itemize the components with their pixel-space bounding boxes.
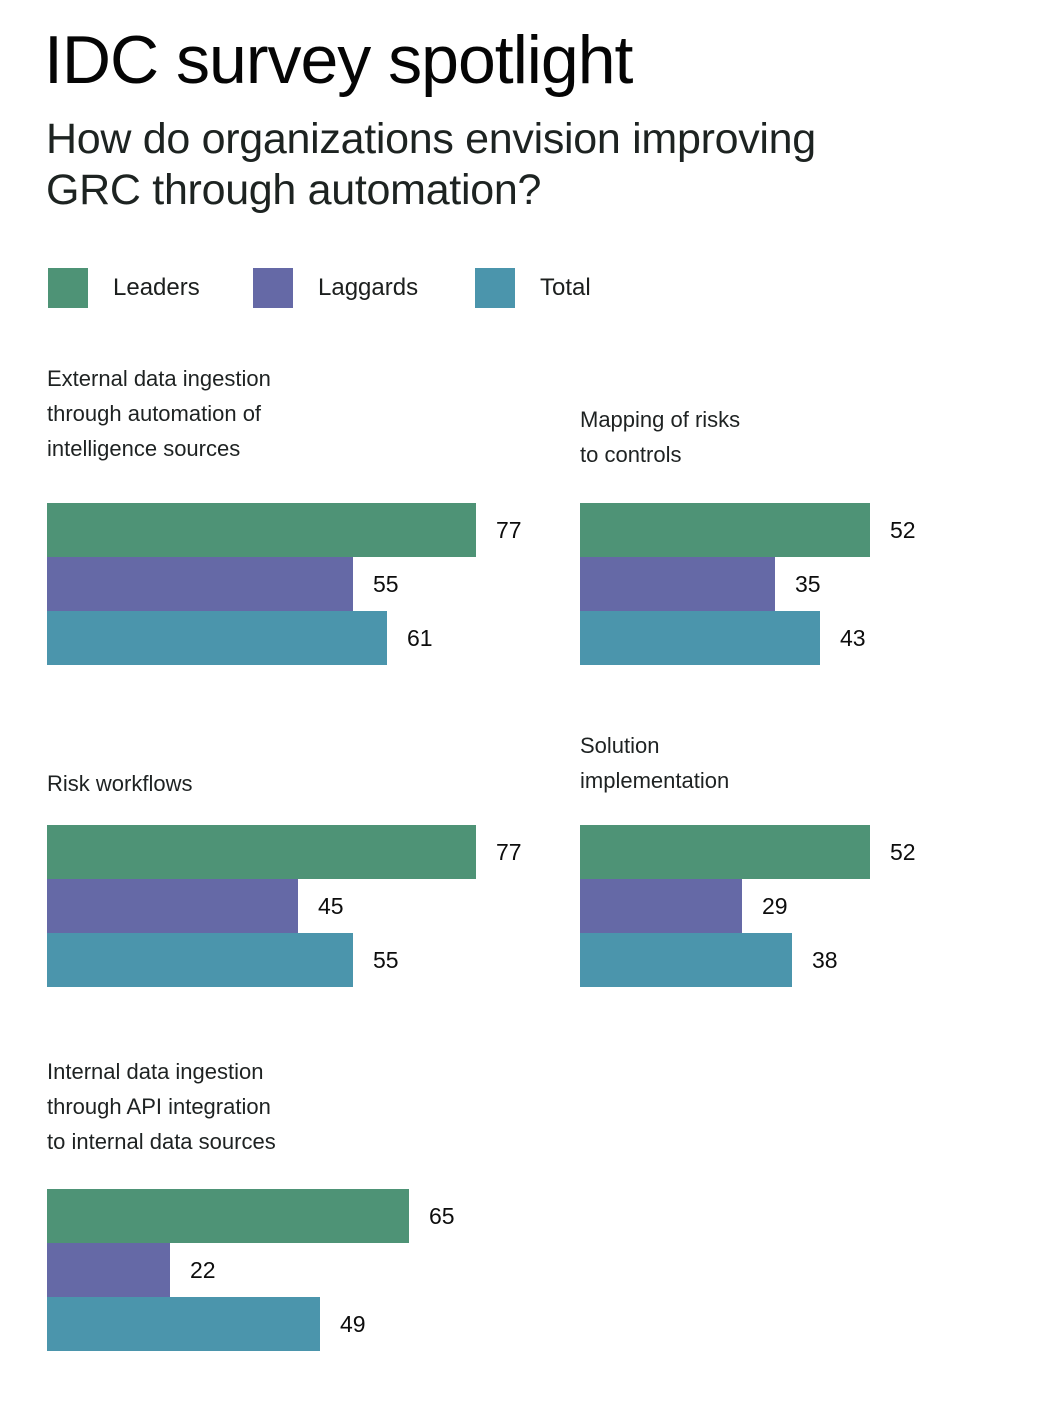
bar-value-label: 45: [318, 892, 344, 919]
bar-total: [47, 933, 353, 987]
bar-row-laggards: 45: [47, 879, 522, 933]
chart-bars: 65 22 49: [47, 1189, 455, 1351]
legend-item-leaders: Leaders: [48, 268, 200, 308]
bar-value-label: 38: [812, 946, 838, 973]
chart-category-label-line: Solution: [580, 733, 660, 758]
legend-item-total: Total: [475, 268, 591, 308]
bar-row-leaders: 77: [47, 503, 522, 557]
bar-value-label: 29: [762, 892, 788, 919]
chart-category-label-line: through automation of: [47, 401, 262, 426]
bar-row-total: 38: [580, 933, 916, 987]
legend-swatch-total: [475, 268, 515, 308]
bar-leaders: [47, 503, 476, 557]
page-title: IDC survey spotlight: [44, 22, 633, 98]
legend-swatch-laggards: [253, 268, 293, 308]
chart-bars: 52 29 38: [580, 825, 916, 987]
bar-value-label: 22: [190, 1256, 216, 1283]
bar-total: [47, 1297, 320, 1351]
chart-category-label-line: to internal data sources: [47, 1129, 276, 1154]
bar-row-total: 55: [47, 933, 522, 987]
bar-total: [47, 611, 387, 665]
legend-item-laggards: Laggards: [253, 268, 418, 308]
legend: Leaders Laggards Total: [0, 268, 1058, 308]
bar-laggards: [47, 1243, 170, 1297]
chart-category-label: Risk workflows: [47, 766, 192, 801]
chart-category-label-line: implementation: [580, 768, 730, 793]
bar-row-total: 43: [580, 611, 916, 665]
bar-laggards: [47, 557, 353, 611]
chart-category-label-line: External data ingestion: [47, 366, 271, 391]
bar-row-laggards: 55: [47, 557, 522, 611]
bar-leaders: [580, 825, 870, 879]
bar-leaders: [47, 1189, 409, 1243]
bar-row-laggards: 29: [580, 879, 916, 933]
chart-bars: 77 45 55: [47, 825, 522, 987]
bar-row-leaders: 52: [580, 503, 916, 557]
bar-row-laggards: 35: [580, 557, 916, 611]
bar-row-leaders: 65: [47, 1189, 455, 1243]
chart-category-label-line: through API integration: [47, 1094, 271, 1119]
bar-leaders: [47, 825, 476, 879]
subtitle-line-2: GRC through automation?: [46, 166, 542, 214]
bar-value-label: 49: [340, 1310, 366, 1337]
bar-value-label: 77: [496, 516, 522, 543]
bar-value-label: 55: [373, 946, 399, 973]
chart-category-label: Internal data ingestion through API integ…: [47, 1054, 276, 1159]
bar-value-label: 65: [429, 1202, 455, 1229]
bar-row-leaders: 77: [47, 825, 522, 879]
bar-value-label: 35: [795, 570, 821, 597]
chart-category-label-line: Mapping of risks: [580, 407, 741, 432]
bar-row-laggards: 22: [47, 1243, 455, 1297]
bar-value-label: 61: [407, 624, 433, 651]
bar-laggards: [580, 557, 775, 611]
chart-category-label: Solution implementation: [580, 728, 729, 798]
bar-laggards: [47, 879, 298, 933]
bar-row-total: 49: [47, 1297, 455, 1351]
page-subtitle: How do organizations envision improving …: [46, 114, 816, 216]
legend-label-leaders: Leaders: [113, 274, 200, 301]
bar-laggards: [580, 879, 742, 933]
chart-bars: 77 55 61: [47, 503, 522, 665]
chart-bars: 52 35 43: [580, 503, 916, 665]
chart-category-label: External data ingestion through automatio…: [47, 361, 271, 466]
legend-swatch-leaders: [48, 268, 88, 308]
chart-category-label-line: to controls: [580, 442, 682, 467]
bar-value-label: 77: [496, 838, 522, 865]
bar-value-label: 55: [373, 570, 399, 597]
bar-value-label: 52: [890, 516, 916, 543]
bar-row-leaders: 52: [580, 825, 916, 879]
chart-category-label-line: Risk workflows: [47, 771, 193, 796]
chart-category-label-line: Internal data ingestion: [47, 1059, 264, 1084]
bar-value-label: 52: [890, 838, 916, 865]
bar-leaders: [580, 503, 870, 557]
legend-label-laggards: Laggards: [318, 274, 419, 301]
legend-label-total: Total: [540, 274, 591, 301]
bar-total: [580, 933, 792, 987]
bar-total: [580, 611, 820, 665]
bar-value-label: 43: [840, 624, 866, 651]
subtitle-line-1: How do organizations envision improving: [46, 115, 816, 163]
chart-category-label-line: intelligence sources: [47, 436, 241, 461]
chart-category-label: Mapping of risks to controls: [580, 402, 740, 472]
bar-row-total: 61: [47, 611, 522, 665]
